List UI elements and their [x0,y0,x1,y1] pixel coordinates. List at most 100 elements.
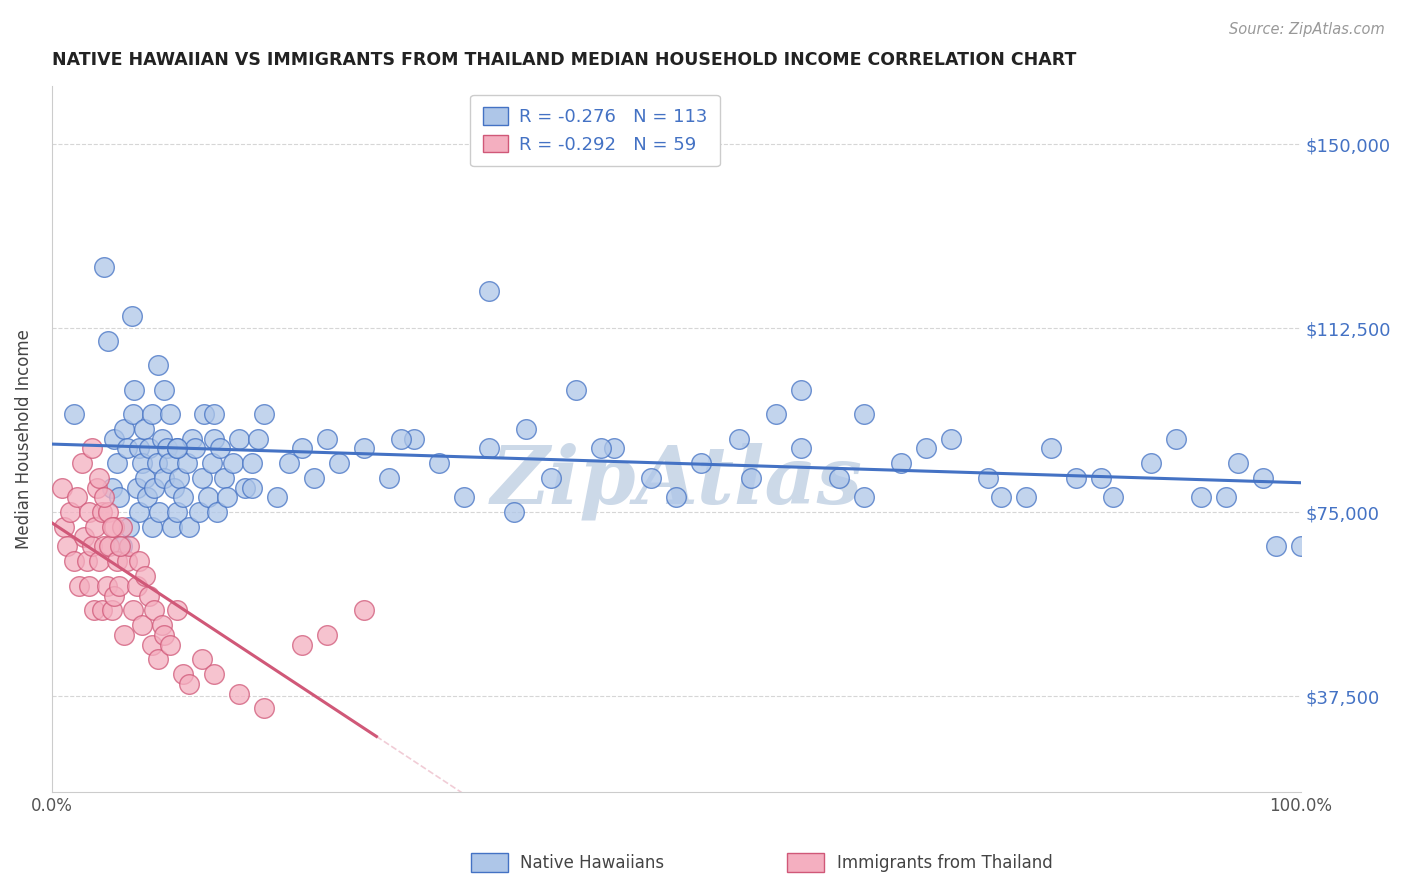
Point [166,603,188,617]
Point [105,554,128,568]
Point [122,603,145,617]
Point [240,481,263,495]
Point [201,456,224,470]
Point [55,540,77,554]
Point [138,589,160,603]
Point [1215,491,1237,505]
Point [515,422,537,436]
Point [153,628,176,642]
Point [228,432,250,446]
Point [135,491,157,505]
Point [100,520,122,534]
Point [1264,540,1286,554]
Point [111,540,134,554]
Point [990,491,1012,505]
Point [290,442,312,456]
Point [156,442,179,456]
Point [77,579,100,593]
Point [184,442,207,456]
Point [540,471,562,485]
Point [146,358,169,372]
Point [100,481,122,495]
Point [89,471,111,485]
Point [143,603,166,617]
Point [66,491,89,505]
Point [1139,456,1161,470]
Point [253,701,276,715]
Text: Source: ZipAtlas.com: Source: ZipAtlas.com [1229,22,1385,37]
Point [138,442,160,456]
Point [77,63,100,78]
Point [915,442,938,456]
Point [202,407,225,421]
Point [180,432,202,446]
Y-axis label: Median Household Income: Median Household Income [15,328,32,549]
Point [502,505,524,519]
Point [141,638,163,652]
Point [110,540,132,554]
Point [253,407,276,421]
Point [80,540,103,554]
Point [63,554,86,568]
Point [146,652,169,666]
Point [53,520,76,534]
Point [190,471,212,485]
Point [103,589,125,603]
Point [51,481,73,495]
Point [690,456,713,470]
Point [77,505,100,519]
Point [1090,471,1112,485]
Point [765,407,787,421]
Point [96,579,118,593]
Point [240,456,263,470]
Point [115,554,138,568]
Point [143,481,166,495]
Point [93,540,115,554]
Point [1164,432,1187,446]
Point [93,491,115,505]
Point [118,540,141,554]
Point [603,442,626,456]
Point [112,628,135,642]
Point [166,505,188,519]
Point [176,456,198,470]
Point [278,456,301,470]
Point [134,471,156,485]
Point [80,442,103,456]
Point [1064,471,1087,485]
Point [112,422,135,436]
Point [727,432,749,446]
Point [353,603,375,617]
Point [190,652,212,666]
Point [402,432,425,446]
Point [315,628,337,642]
Point [166,442,188,456]
Point [1251,471,1274,485]
Point [205,505,228,519]
Point [478,442,501,456]
Point [93,260,115,274]
Point [565,383,588,397]
Point [63,407,86,421]
Point [209,442,232,456]
Point [76,554,98,568]
Point [391,432,413,446]
Point [290,638,312,652]
Point [179,677,201,691]
Point [852,491,875,505]
Point [115,442,138,456]
Point [90,505,112,519]
Point [939,432,962,446]
Point [453,491,475,505]
Point [108,579,131,593]
Point [150,618,173,632]
Point [97,505,120,519]
Point [740,471,762,485]
Text: Native Hawaiians: Native Hawaiians [520,855,665,872]
Point [153,471,176,485]
Point [128,554,150,568]
Point [98,540,121,554]
Point [100,603,122,617]
Point [328,456,350,470]
Point [228,687,250,701]
